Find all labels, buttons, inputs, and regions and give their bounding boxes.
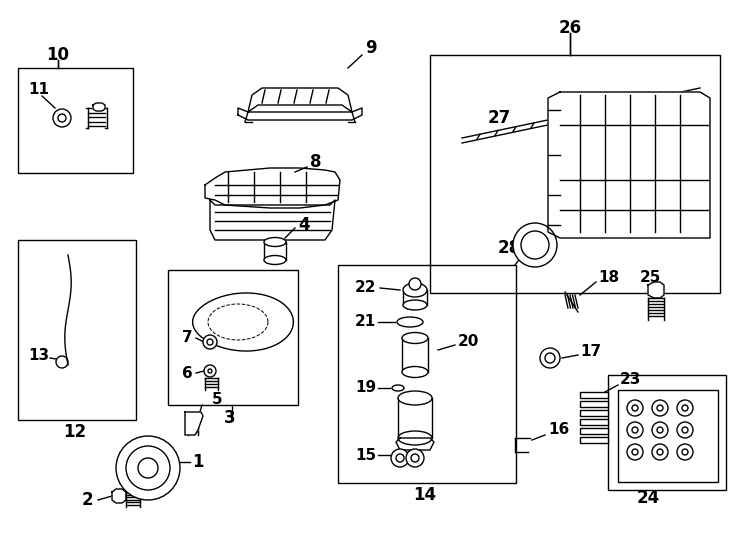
Bar bbox=[580, 392, 608, 398]
Text: 11: 11 bbox=[28, 83, 49, 98]
Polygon shape bbox=[112, 489, 126, 503]
Text: 27: 27 bbox=[488, 109, 512, 127]
Bar bbox=[580, 437, 608, 443]
Polygon shape bbox=[210, 200, 335, 240]
Text: 10: 10 bbox=[46, 46, 70, 64]
Bar bbox=[580, 401, 608, 407]
Text: 5: 5 bbox=[212, 393, 222, 408]
Circle shape bbox=[677, 400, 693, 416]
Ellipse shape bbox=[264, 238, 286, 246]
Circle shape bbox=[652, 444, 668, 460]
Circle shape bbox=[657, 427, 663, 433]
Text: 12: 12 bbox=[63, 423, 87, 441]
Circle shape bbox=[657, 449, 663, 455]
Circle shape bbox=[627, 400, 643, 416]
Polygon shape bbox=[192, 293, 294, 351]
Text: 15: 15 bbox=[355, 448, 376, 462]
Circle shape bbox=[53, 109, 71, 127]
Circle shape bbox=[56, 356, 68, 368]
Bar bbox=[618, 390, 718, 482]
Circle shape bbox=[677, 444, 693, 460]
Bar bbox=[18, 68, 133, 173]
Circle shape bbox=[207, 339, 213, 345]
Text: 3: 3 bbox=[224, 409, 236, 427]
Circle shape bbox=[513, 223, 557, 267]
Circle shape bbox=[652, 400, 668, 416]
Text: 1: 1 bbox=[192, 453, 203, 471]
Text: 13: 13 bbox=[28, 348, 49, 362]
Circle shape bbox=[204, 365, 216, 377]
Text: 8: 8 bbox=[310, 153, 321, 171]
Circle shape bbox=[627, 422, 643, 438]
Circle shape bbox=[677, 422, 693, 438]
Polygon shape bbox=[93, 103, 105, 111]
Bar bbox=[168, 270, 298, 405]
Circle shape bbox=[116, 436, 180, 500]
Text: 28: 28 bbox=[498, 239, 521, 257]
Polygon shape bbox=[548, 92, 710, 238]
Text: 7: 7 bbox=[182, 330, 192, 346]
Circle shape bbox=[126, 446, 170, 490]
Circle shape bbox=[682, 449, 688, 455]
Text: 14: 14 bbox=[413, 486, 437, 504]
Circle shape bbox=[406, 449, 424, 467]
Polygon shape bbox=[205, 168, 340, 208]
Polygon shape bbox=[185, 412, 203, 435]
Bar bbox=[580, 428, 608, 434]
Circle shape bbox=[682, 427, 688, 433]
Circle shape bbox=[632, 405, 638, 411]
Bar bbox=[608, 375, 726, 490]
Text: 4: 4 bbox=[298, 216, 310, 234]
Ellipse shape bbox=[398, 391, 432, 405]
Circle shape bbox=[632, 449, 638, 455]
Circle shape bbox=[652, 422, 668, 438]
Polygon shape bbox=[396, 438, 434, 450]
Text: 24: 24 bbox=[636, 489, 660, 507]
Bar bbox=[580, 410, 608, 416]
Circle shape bbox=[391, 449, 409, 467]
Text: 26: 26 bbox=[559, 19, 581, 37]
Text: 18: 18 bbox=[598, 271, 619, 286]
Circle shape bbox=[657, 405, 663, 411]
Bar bbox=[580, 419, 608, 425]
Circle shape bbox=[409, 278, 421, 290]
Text: 25: 25 bbox=[640, 271, 661, 286]
Circle shape bbox=[540, 348, 560, 368]
Ellipse shape bbox=[403, 300, 427, 310]
Circle shape bbox=[203, 335, 217, 349]
Text: 9: 9 bbox=[365, 39, 377, 57]
Circle shape bbox=[632, 427, 638, 433]
Circle shape bbox=[138, 458, 158, 478]
Ellipse shape bbox=[397, 317, 423, 327]
Text: 17: 17 bbox=[580, 345, 601, 360]
Bar bbox=[430, 55, 720, 293]
Text: 20: 20 bbox=[458, 334, 479, 349]
Circle shape bbox=[627, 444, 643, 460]
Text: 23: 23 bbox=[620, 373, 642, 388]
Circle shape bbox=[208, 369, 212, 373]
Circle shape bbox=[545, 353, 555, 363]
Ellipse shape bbox=[264, 255, 286, 265]
Circle shape bbox=[396, 454, 404, 462]
Circle shape bbox=[411, 454, 419, 462]
Circle shape bbox=[58, 114, 66, 122]
Bar bbox=[338, 265, 516, 483]
Polygon shape bbox=[648, 282, 664, 298]
Ellipse shape bbox=[392, 385, 404, 391]
Polygon shape bbox=[248, 88, 352, 112]
Circle shape bbox=[682, 405, 688, 411]
Bar bbox=[18, 240, 136, 420]
Text: 2: 2 bbox=[82, 491, 94, 509]
Ellipse shape bbox=[402, 333, 428, 343]
Ellipse shape bbox=[398, 431, 432, 445]
Text: 6: 6 bbox=[182, 366, 193, 381]
Text: 22: 22 bbox=[355, 280, 377, 295]
Text: 19: 19 bbox=[355, 381, 376, 395]
Ellipse shape bbox=[403, 283, 427, 297]
Text: 16: 16 bbox=[548, 422, 570, 437]
Text: 21: 21 bbox=[355, 314, 377, 329]
Ellipse shape bbox=[402, 367, 428, 377]
Polygon shape bbox=[238, 108, 362, 120]
Circle shape bbox=[521, 231, 549, 259]
